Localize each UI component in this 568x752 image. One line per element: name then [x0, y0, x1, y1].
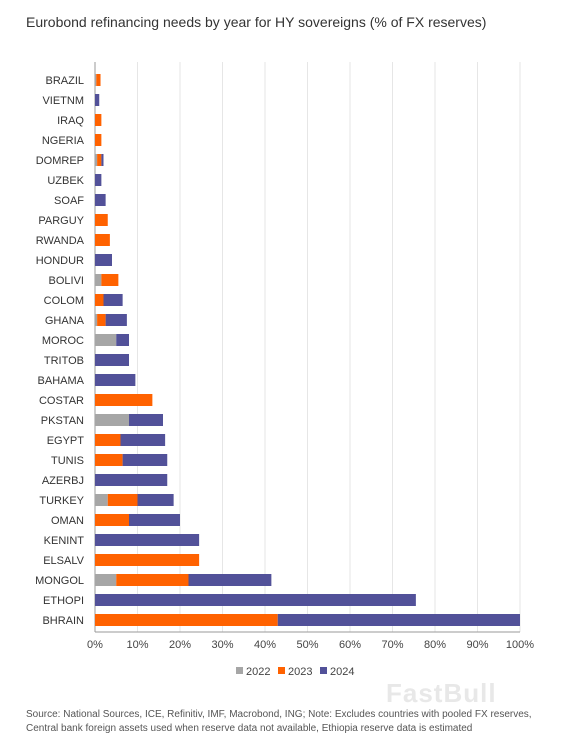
bar-2024-turkey: [137, 494, 174, 506]
category-label: OMAN: [51, 515, 84, 527]
bar-2022-brazil: [95, 74, 97, 86]
source-footnote: Source: National Sources, ICE, Refinitiv…: [26, 709, 532, 734]
bar-2023-parguy: [95, 214, 108, 226]
bar-2023-mongol: [116, 574, 189, 586]
category-label: TUNIS: [51, 455, 84, 467]
bar-2024-hondur: [95, 254, 112, 266]
x-tick-label: 70%: [381, 639, 403, 651]
bar-2024-ghana: [105, 314, 127, 326]
bar-2023-rwanda: [95, 234, 110, 246]
bar-2023-turkey: [107, 494, 138, 506]
bar-2023-domrep: [97, 154, 102, 166]
category-label: COLOM: [44, 295, 84, 307]
category-label: BHRAIN: [42, 615, 84, 627]
bar-2024-azerbj: [95, 474, 168, 486]
chart-title: Eurobond refinancing needs by year for H…: [26, 14, 487, 30]
category-label: PKSTAN: [41, 415, 84, 427]
category-label: ETHOPI: [43, 595, 84, 607]
bar-2024-ethopi: [95, 594, 416, 606]
category-label: BRAZIL: [45, 75, 84, 87]
bar-2024-tritob: [95, 354, 129, 366]
bar-2022-moroc: [95, 334, 117, 346]
x-tick-label: 20%: [169, 639, 191, 651]
bar-2023-oman: [95, 514, 129, 526]
category-label: MONGOL: [35, 575, 84, 587]
bar-2024-colom: [103, 294, 123, 306]
bar-2024-domrep: [101, 154, 104, 166]
category-label: RWANDA: [36, 235, 85, 247]
category-label: NGERIA: [42, 135, 85, 147]
x-tick-label: 50%: [296, 639, 318, 651]
bar-2024-tunis: [122, 454, 168, 466]
legend-label-2022: 2022: [246, 666, 270, 678]
legend-swatch-2022: [236, 667, 243, 674]
bar-2022-bolivi: [95, 274, 102, 286]
category-label: ELSALV: [43, 555, 84, 567]
category-label: EGYPT: [47, 435, 85, 447]
bar-2023-iraq: [95, 114, 102, 126]
category-label: IRAQ: [57, 115, 84, 127]
bar-2024-oman: [129, 514, 180, 526]
x-tick-label: 30%: [211, 639, 233, 651]
bar-2023-ngeria: [95, 134, 102, 146]
category-label: HONDUR: [36, 255, 84, 267]
legend-label-2023: 2023: [288, 666, 312, 678]
bar-2024-uzbek: [95, 174, 102, 186]
legend-swatch-2024: [320, 667, 327, 674]
bar-2022-domrep: [95, 154, 98, 166]
category-label: GHANA: [45, 315, 85, 327]
stacked-bar-chart: BRAZIL VIETNM IRAQ NGERIA DOMREP UZBEK SOAF PAR…: [35, 62, 534, 678]
bar-2023-bolivi: [101, 274, 119, 286]
x-tick-label: 40%: [254, 639, 276, 651]
bar-2023-ghana: [97, 314, 106, 326]
legend: 2022 2023 2024: [236, 666, 354, 678]
legend-swatch-2023: [278, 667, 285, 674]
category-label: PARGUY: [38, 215, 84, 227]
bar-2024-pkstan: [129, 414, 163, 426]
category-label: VIETNM: [42, 95, 84, 107]
category-label: MOROC: [42, 335, 84, 347]
category-label: BOLIVI: [49, 275, 84, 287]
bar-2023-colom: [95, 294, 104, 306]
watermark: FastBull: [386, 678, 497, 708]
bar-2024-vietnm: [95, 94, 100, 106]
bar-2023-brazil: [96, 74, 101, 86]
x-tick-labels: 0% 10% 20% 30% 40% 50% 60% 70% 80% 90% 100%: [87, 639, 534, 651]
category-label: DOMREP: [36, 155, 84, 167]
x-tick-label: 90%: [466, 639, 488, 651]
x-tick-label: 0%: [87, 639, 103, 651]
bar-2022-pkstan: [95, 414, 129, 426]
bar-2024-bahama: [95, 374, 136, 386]
x-tick-label: 60%: [339, 639, 361, 651]
bar-2022-mongol: [95, 574, 117, 586]
bar-2024-soaf: [95, 194, 106, 206]
bar-2024-mongol: [188, 574, 272, 586]
bar-2023-bhrain: [95, 614, 278, 626]
legend-label-2024: 2024: [330, 666, 354, 678]
category-label: BAHAMA: [38, 375, 85, 387]
category-label: AZERBJ: [42, 475, 84, 487]
category-label: TURKEY: [39, 495, 84, 507]
bar-2023-costar: [95, 394, 153, 406]
bar-2022-turkey: [95, 494, 108, 506]
x-tick-label: 80%: [424, 639, 446, 651]
bar-2023-egypt: [95, 434, 121, 446]
category-label: UZBEK: [47, 175, 84, 187]
x-tick-label: 10%: [126, 639, 148, 651]
category-label: COSTAR: [39, 395, 84, 407]
grid-lines: [94, 62, 521, 633]
category-label: KENINT: [44, 535, 85, 547]
category-label: TRITOB: [44, 355, 84, 367]
bar-2024-moroc: [116, 334, 129, 346]
bars: [95, 74, 520, 626]
x-tick-label: 100%: [506, 639, 534, 651]
bar-2024-bhrain: [277, 614, 520, 626]
bar-2024-egypt: [120, 434, 166, 446]
bar-2022-ghana: [95, 314, 98, 326]
category-labels: BRAZIL VIETNM IRAQ NGERIA DOMREP UZBEK SOAF PAR…: [35, 75, 85, 627]
bar-2023-elsalv: [95, 554, 200, 566]
bar-2023-tunis: [95, 454, 123, 466]
category-label: SOAF: [54, 195, 84, 207]
bar-2024-kenint: [95, 534, 200, 546]
